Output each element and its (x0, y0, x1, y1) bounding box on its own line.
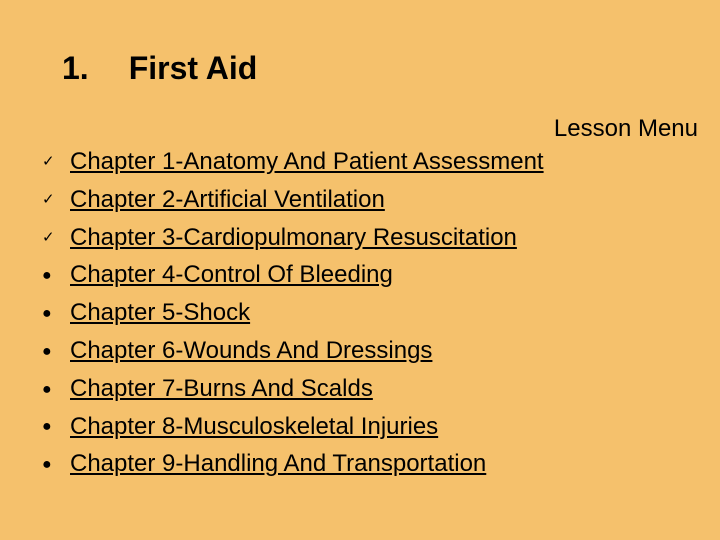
bullet-icon: ● (42, 455, 70, 474)
chapter-link-4[interactable]: Chapter 4-Control Of Bleeding (70, 261, 393, 290)
chapter-link-9[interactable]: Chapter 9-Handling And Transportation (70, 450, 486, 479)
list-item: ✓ Chapter 1-Anatomy And Patient Assessme… (42, 148, 544, 177)
list-item: ● Chapter 7-Burns And Scalds (42, 375, 544, 404)
chapter-link-7[interactable]: Chapter 7-Burns And Scalds (70, 375, 373, 404)
bullet-icon: ● (42, 342, 70, 361)
chapter-link-8[interactable]: Chapter 8-Musculoskeletal Injuries (70, 413, 438, 442)
title-number: 1. (62, 50, 89, 87)
chapter-link-3[interactable]: Chapter 3-Cardiopulmonary Resuscitation (70, 224, 517, 253)
list-item: ● Chapter 4-Control Of Bleeding (42, 261, 544, 290)
check-icon: ✓ (42, 191, 70, 209)
check-icon: ✓ (42, 153, 70, 171)
chapter-link-6[interactable]: Chapter 6-Wounds And Dressings (70, 337, 432, 366)
chapter-link-1[interactable]: Chapter 1-Anatomy And Patient Assessment (70, 148, 544, 177)
chapter-list: ✓ Chapter 1-Anatomy And Patient Assessme… (42, 148, 544, 488)
title-row: 1. First Aid (62, 50, 257, 87)
list-item: ✓ Chapter 2-Artificial Ventilation (42, 186, 544, 215)
list-item: ✓ Chapter 3-Cardiopulmonary Resuscitatio… (42, 224, 544, 253)
check-icon: ✓ (42, 229, 70, 247)
bullet-icon: ● (42, 304, 70, 323)
bullet-icon: ● (42, 417, 70, 436)
bullet-icon: ● (42, 266, 70, 285)
bullet-icon: ● (42, 380, 70, 399)
chapter-link-5[interactable]: Chapter 5-Shock (70, 299, 250, 328)
list-item: ● Chapter 6-Wounds And Dressings (42, 337, 544, 366)
list-item: ● Chapter 9-Handling And Transportation (42, 450, 544, 479)
title-text: First Aid (129, 50, 258, 87)
lesson-menu-label: Lesson Menu (554, 115, 698, 143)
list-item: ● Chapter 8-Musculoskeletal Injuries (42, 413, 544, 442)
list-item: ● Chapter 5-Shock (42, 299, 544, 328)
chapter-link-2[interactable]: Chapter 2-Artificial Ventilation (70, 186, 385, 215)
